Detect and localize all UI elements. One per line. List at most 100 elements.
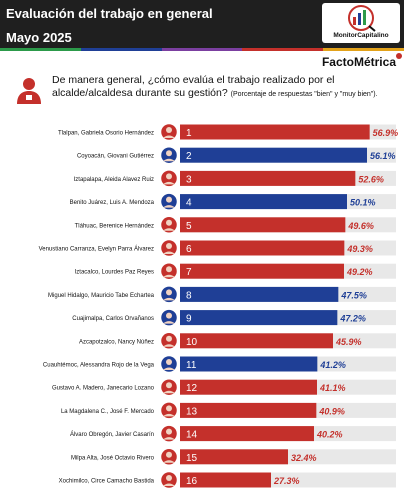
bar-rank: 14 [186,430,198,441]
data-label: 27.3% [273,476,300,486]
avatar-face [166,405,172,412]
data-label: 47.2% [339,314,366,324]
data-label: 47.5% [340,290,367,300]
bar-chart-logo-icon [348,5,376,32]
bar-label: Iztapalapa, Aleida Alavez Ruiz [74,177,154,183]
page-subtitle: Mayo 2025 [6,30,72,45]
avatar-face [166,173,172,180]
data-label: 41.2% [319,360,346,370]
avatar-face [166,266,172,273]
color-strip [0,48,404,51]
bar-rank: 12 [186,383,198,394]
avatar-body [163,297,175,301]
bar [180,217,346,233]
avatar-face [166,150,172,157]
avatar-face [166,312,172,319]
data-label: 45.9% [335,337,362,347]
bar-label: Cuajimalpa, Carlos Orvañanos [72,316,154,322]
source-brand: FactoMétrica [321,55,396,69]
data-label: 50.1% [350,198,376,208]
data-label: 49.2% [346,267,373,277]
data-label: 49.3% [346,244,373,254]
avatar-body [163,483,175,486]
avatar-face [166,475,172,481]
bar-label: Benito Juárez, Luis A. Mendoza [70,200,155,206]
brand-dot-icon [396,53,402,59]
bar [180,240,345,256]
avatar-face [166,335,172,342]
bar-rank: 1 [186,128,192,139]
bar-label: Álvaro Obregón, Javier Casarín [70,431,154,438]
logo-text: MonitorCapitalino [333,32,389,39]
bar [180,426,314,442]
bar-rank: 9 [186,314,192,325]
avatar-body [163,158,175,162]
bar-label: Azcapotzalco, Nancy Núñez [79,339,154,345]
bar-label: La Magdalena C., José F. Mercado [61,409,155,415]
avatar-face [166,243,172,249]
avatar-face [166,127,172,133]
bar [180,147,367,163]
bar [180,194,347,210]
data-label: 40.9% [318,406,345,416]
avatar-body [163,390,175,394]
avatar-face [166,196,172,203]
bar [180,472,271,488]
bar [180,379,317,395]
bar-rank: 7 [186,267,192,278]
bar [180,310,338,326]
bar-rank: 6 [186,244,192,255]
data-label: 49.6% [347,221,374,231]
bar-rank: 5 [186,221,192,232]
avatar-body [163,228,175,231]
person-silhouette-icon [17,78,41,104]
bar-rank: 15 [186,453,198,464]
bar-rank: 3 [186,174,192,185]
page-title: Evaluación del trabajo en general [6,6,213,21]
header-bar: Evaluación del trabajo en general Mayo 2… [0,0,404,48]
avatar-face [166,382,172,389]
avatar-body [163,251,175,254]
bar [180,124,370,140]
bar [180,263,344,279]
avatar-body [163,344,175,347]
bar-rank: 8 [186,290,192,301]
avatar-face [166,428,172,435]
bar-label: Miguel Hidalgo, Mauricio Tabe Echartea [48,293,155,299]
bar [180,356,318,372]
avatar-face [166,289,172,296]
question-note: (Porcentaje de respuestas "bien" y "muy … [230,91,378,98]
data-label: 52.6% [358,174,384,184]
bar [180,402,317,418]
avatar-body [163,460,175,463]
data-label: 32.4% [291,453,317,463]
avatar-face [166,451,172,458]
data-label: 40.2% [316,430,343,440]
avatar-face [166,219,172,226]
survey-question: De manera general, ¿cómo evalúa el traba… [52,74,392,101]
bar [180,170,356,186]
bar-rank: 4 [186,198,192,209]
avatar-body [163,321,175,324]
bar-rank: 16 [186,476,198,487]
avatar-body [163,437,175,440]
bar-label: Milpa Alta, José Octavio Rivero [71,455,155,461]
data-label: 56.9% [373,128,399,138]
avatar-body [163,135,175,138]
bar-label: Tláhuac, Berenice Hernández [75,223,154,229]
bar-label: Coyoacán, Giovani Gutiérrez [77,154,154,160]
avatar-face [166,359,172,365]
question-text: De manera general, ¿cómo evalúa el traba… [52,74,335,99]
bar-rank: 10 [186,337,198,348]
avatar-body [163,181,175,185]
bar-rank: 11 [186,360,197,371]
avatar-body [163,413,175,417]
bar-rank: 2 [186,151,192,162]
bar-label: Gustavo A. Madero, Janecario Lozano [52,386,155,392]
data-label: 56.1% [370,151,396,161]
bar [180,333,333,349]
bar [180,449,288,465]
bar-label: Cuauhtémoc, Alessandra Rojo de la Vega [43,363,155,369]
logo: MonitorCapitalino [322,3,400,43]
